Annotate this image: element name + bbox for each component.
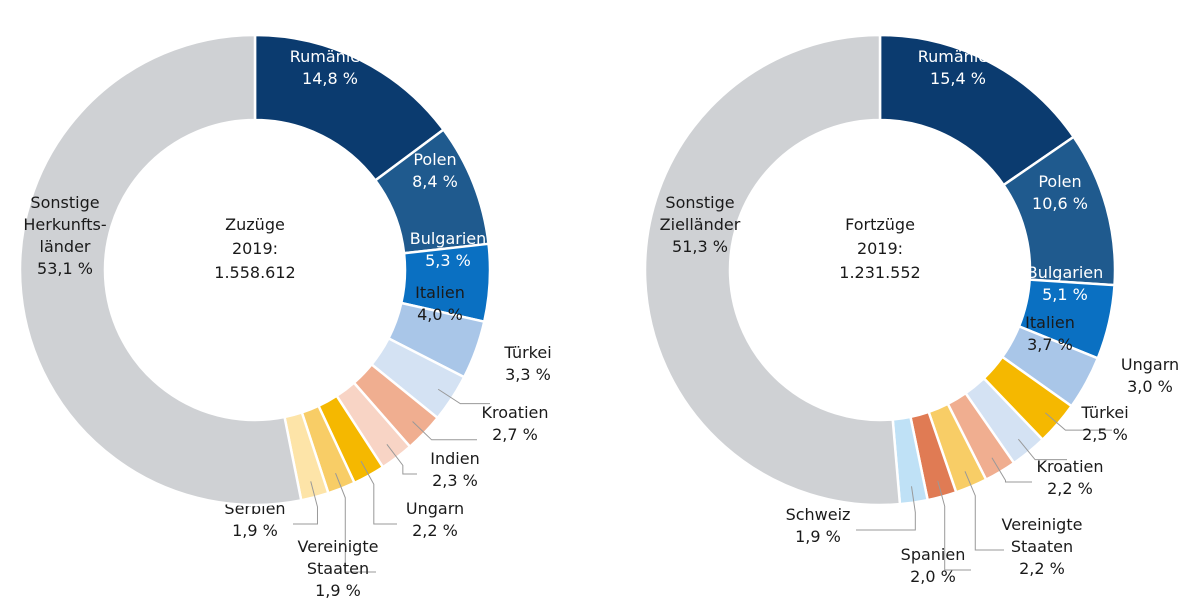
category-label: Rumänien bbox=[290, 47, 371, 66]
leader-line bbox=[437, 388, 490, 405]
value-label: 2,3 % bbox=[432, 471, 478, 490]
category-label: Kroatien bbox=[481, 403, 548, 422]
category-label: Türkei bbox=[503, 343, 551, 362]
value-label: 2,5 % bbox=[1082, 425, 1128, 444]
value-label: 2,2 % bbox=[1047, 479, 1093, 498]
value-label: 8,4 % bbox=[412, 172, 458, 191]
category-label: Ungarn bbox=[1121, 355, 1179, 374]
category-label: Polen bbox=[413, 150, 456, 169]
category-label: Bulgarien bbox=[1027, 263, 1104, 282]
slice-label: Bulgarien 5,3 % bbox=[410, 229, 487, 270]
category-label: Polen bbox=[1038, 172, 1081, 191]
center-text: 2019: bbox=[857, 239, 903, 258]
value-label: 5,1 % bbox=[1042, 285, 1088, 304]
value-label: 14,8 % bbox=[302, 69, 358, 88]
value-label: 2,2 % bbox=[412, 521, 458, 540]
slice-label: Rumänien 15,4 % bbox=[918, 47, 999, 88]
leader-line bbox=[412, 421, 477, 441]
slice-label: Sonstige Herkunfts-länder 53,1 % bbox=[23, 193, 106, 278]
slice-label: Ungarn 2,2 % bbox=[406, 499, 464, 540]
value-label: 10,6 % bbox=[1032, 194, 1088, 213]
value-label: 53,1 % bbox=[37, 259, 93, 278]
leader-line bbox=[991, 457, 1032, 483]
slice-label: Polen 8,4 % bbox=[412, 150, 458, 191]
category-label: Sonstige Herkunfts-länder bbox=[23, 193, 106, 256]
center-text: Zuzüge bbox=[225, 215, 285, 234]
slice-label: Sonstige Zielländer 51,3 % bbox=[660, 193, 741, 256]
value-label: 1,9 % bbox=[232, 521, 278, 540]
category-label: Indien bbox=[430, 449, 479, 468]
slice-label: Türkei 3,3 % bbox=[503, 343, 551, 384]
slice-label: Polen 10,6 % bbox=[1032, 172, 1088, 213]
category-label: Ungarn bbox=[406, 499, 464, 518]
center-text: 1.558.612 bbox=[214, 263, 295, 282]
leader-line bbox=[360, 460, 397, 525]
donut-slice bbox=[18, 33, 303, 507]
category-label: Vereinigte Staaten bbox=[1002, 515, 1083, 556]
category-label: Vereinigte Staaten bbox=[298, 537, 379, 578]
slice-label: Spanien 2,0 % bbox=[901, 545, 966, 586]
category-label: Kroatien bbox=[1036, 457, 1103, 476]
slice-label: Kroatien 2,7 % bbox=[481, 403, 548, 444]
donut-slice bbox=[643, 33, 902, 507]
leader-line bbox=[937, 480, 971, 571]
value-label: 5,3 % bbox=[425, 251, 471, 270]
category-label: Spanien bbox=[901, 545, 966, 564]
category-label: Türkei bbox=[1080, 403, 1128, 422]
slice-label: Italien 4,0 % bbox=[415, 283, 465, 324]
leader-line bbox=[335, 472, 376, 573]
slice-label: Kroatien 2,2 % bbox=[1036, 457, 1103, 498]
value-label: 3,7 % bbox=[1027, 335, 1073, 354]
category-label: Schweiz bbox=[786, 505, 851, 524]
category-label: Italien bbox=[1025, 313, 1075, 332]
value-label: 1,9 % bbox=[315, 581, 361, 600]
category-label: Sonstige Zielländer bbox=[660, 193, 741, 234]
category-label: Bulgarien bbox=[410, 229, 487, 248]
value-label: 2,2 % bbox=[1019, 559, 1065, 578]
slice-label: Bulgarien 5,1 % bbox=[1027, 263, 1104, 304]
value-label: 2,7 % bbox=[492, 425, 538, 444]
slice-label: Indien 2,3 % bbox=[430, 449, 479, 490]
center-text: 2019: bbox=[232, 239, 278, 258]
leader-line bbox=[1045, 412, 1112, 431]
leader-line bbox=[1017, 438, 1067, 461]
category-label: Rumänien bbox=[918, 47, 999, 66]
center-text: Fortzüge bbox=[845, 215, 915, 234]
leader-line bbox=[964, 471, 1004, 551]
slice-label: Rumänien 14,8 % bbox=[290, 47, 371, 88]
slice-label: Vereinigte Staaten 1,9 % bbox=[298, 537, 379, 600]
value-label: 4,0 % bbox=[417, 305, 463, 324]
slice-label: Schweiz 1,9 % bbox=[786, 505, 851, 546]
center-text: 1.231.552 bbox=[839, 263, 920, 282]
value-label: 3,3 % bbox=[505, 365, 551, 384]
value-label: 1,9 % bbox=[795, 527, 841, 546]
leader-line bbox=[293, 481, 318, 525]
slice-label: Ungarn 3,0 % bbox=[1121, 355, 1179, 396]
slice-label: Vereinigte Staaten 2,2 % bbox=[1002, 515, 1083, 578]
value-label: 51,3 % bbox=[672, 237, 728, 256]
category-label: Italien bbox=[415, 283, 465, 302]
value-label: 15,4 % bbox=[930, 69, 986, 88]
value-label: 2,0 % bbox=[910, 567, 956, 586]
value-label: 3,0 % bbox=[1127, 377, 1173, 396]
leader-line bbox=[386, 443, 417, 475]
slice-label: Türkei 2,5 % bbox=[1080, 403, 1128, 444]
slice-label: Italien 3,7 % bbox=[1025, 313, 1075, 354]
leader-line bbox=[856, 486, 916, 531]
